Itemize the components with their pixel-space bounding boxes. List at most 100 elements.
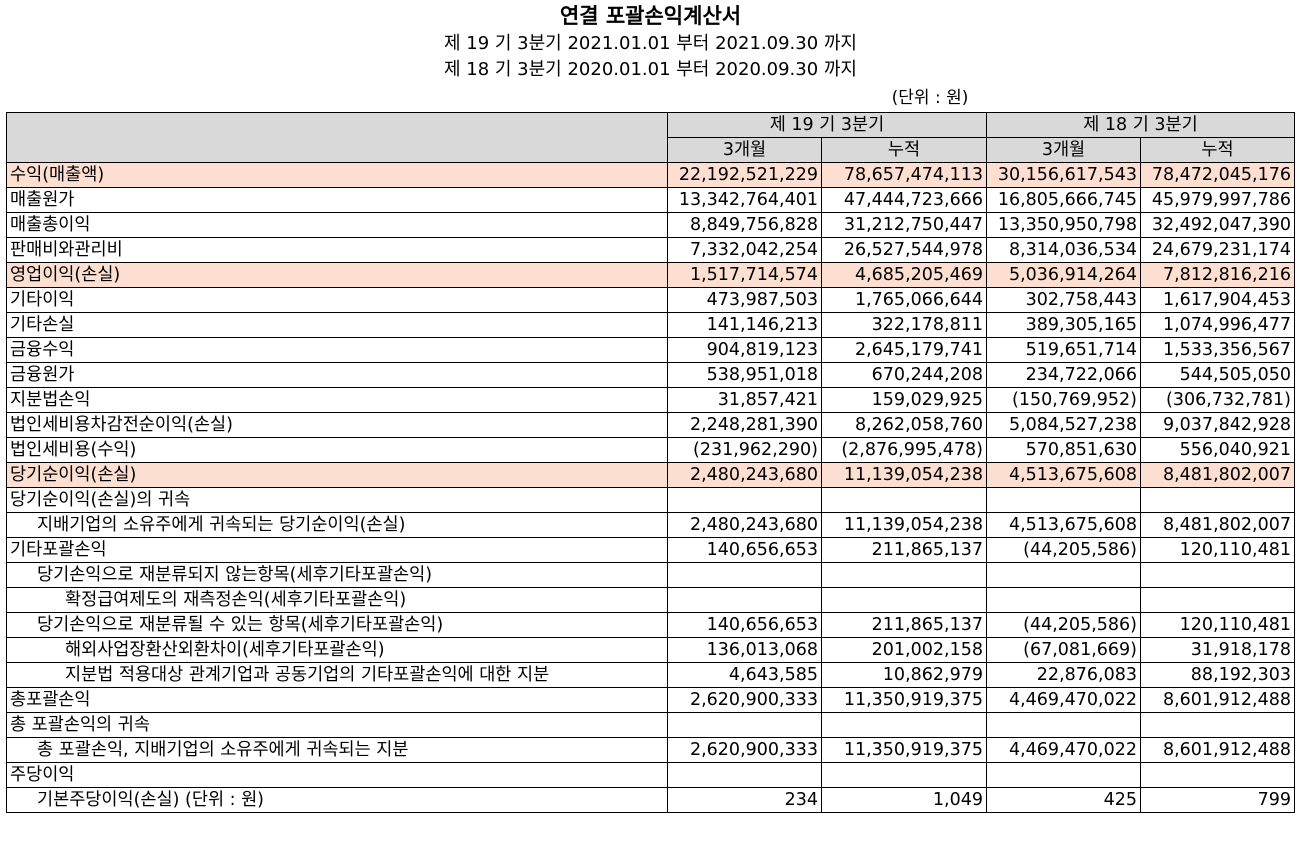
table-row: 기타손실 141,146,213 322,178,811 389,305,165 1,0… [6, 312, 1295, 338]
value-cum-current [821, 712, 987, 738]
value-3m-prior: 570,851,630 [986, 437, 1141, 463]
value-cum-prior: 1,617,904,453 [1140, 287, 1295, 313]
table-row: 매출원가 13,342,764,401 47,444,723,666 16,805,6… [6, 187, 1295, 213]
value-cum-prior: 799 [1140, 787, 1295, 813]
table-row: 당기순이익(손실) 2,480,243,680 11,139,054,238 4,51… [6, 462, 1295, 488]
row-label: 기타이익 [6, 287, 668, 313]
value-3m-prior [986, 762, 1141, 788]
value-cum-current: 26,527,544,978 [821, 237, 987, 263]
value-cum-prior: 8,481,802,007 [1140, 512, 1295, 538]
value-cum-current: 11,139,054,238 [821, 512, 987, 538]
row-label: 당기손익으로 재분류되지 않는항목(세후기타포괄손익) [6, 562, 668, 588]
value-3m-prior: 8,314,036,534 [986, 237, 1141, 263]
header-3m-prior: 3개월 [986, 137, 1141, 163]
table-row: 확정급여제도의 재측정손익(세후기타포괄손익) [6, 587, 1295, 613]
value-cum-prior: 24,679,231,174 [1140, 237, 1295, 263]
value-cum-current: 211,865,137 [821, 612, 987, 638]
value-3m-prior: (67,081,669) [986, 637, 1141, 663]
table-row: 영업이익(손실) 1,517,714,574 4,685,205,469 5,036,… [6, 262, 1295, 288]
row-label: 지분법 적용대상 관계기업과 공동기업의 기타포괄손익에 대한 지분 [6, 662, 668, 688]
row-label: 매출원가 [6, 187, 668, 213]
table-row: 총 포괄손익의 귀속 [6, 712, 1295, 738]
table-row: 당기손익으로 재분류되지 않는항목(세후기타포괄손익) [6, 562, 1295, 588]
value-3m-prior [986, 587, 1141, 613]
value-cum-prior: 45,979,997,786 [1140, 187, 1295, 213]
statement-title: 연결 포괄손익계산서 [559, 4, 742, 28]
value-3m-prior: 4,513,675,608 [986, 512, 1141, 538]
value-3m-prior: 13,350,950,798 [986, 212, 1141, 238]
table-row: 금융수익 904,819,123 2,645,179,741 519,651,714 1… [6, 337, 1295, 363]
period-current: 제 19 기 3분기 2021.01.01 부터 2021.09.30 까지 [443, 33, 857, 54]
value-3m-current: 7,332,042,254 [667, 237, 822, 263]
value-3m-current: 31,857,421 [667, 387, 822, 413]
value-cum-current: 8,262,058,760 [821, 412, 987, 438]
value-cum-current: 1,765,066,644 [821, 287, 987, 313]
row-label: 총포괄손익 [6, 687, 668, 713]
value-cum-current: 78,657,474,113 [821, 162, 987, 188]
value-3m-prior: 519,651,714 [986, 337, 1141, 363]
value-3m-prior: 302,758,443 [986, 287, 1141, 313]
value-cum-prior: 78,472,045,176 [1140, 162, 1295, 188]
value-cum-prior [1140, 712, 1295, 738]
value-cum-prior: 1,533,356,567 [1140, 337, 1295, 363]
value-3m-current: 2,248,281,390 [667, 412, 822, 438]
table-row: 지분법 적용대상 관계기업과 공동기업의 기타포괄손익에 대한 지분 4,643,… [6, 662, 1295, 688]
value-3m-prior: (44,205,586) [986, 537, 1141, 563]
row-label: 법인세비용(수익) [6, 437, 668, 463]
unit-label: (단위 : 원) [891, 88, 969, 108]
value-3m-current [667, 562, 822, 588]
value-3m-prior: 234,722,066 [986, 362, 1141, 388]
value-cum-prior: 88,192,303 [1140, 662, 1295, 688]
value-3m-current: 13,342,764,401 [667, 187, 822, 213]
value-3m-current: 8,849,756,828 [667, 212, 822, 238]
value-3m-prior: 4,469,470,022 [986, 737, 1141, 763]
value-cum-current: 201,002,158 [821, 637, 987, 663]
table-row: 지배기업의 소유주에게 귀속되는 당기순이익(손실) 2,480,243,680 1… [6, 512, 1295, 538]
table-row: 당기손익으로 재분류될 수 있는 항목(세후기타포괄손익) 140,656,653… [6, 612, 1295, 638]
header-3m-current: 3개월 [667, 137, 822, 163]
period-prior: 제 18 기 3분기 2020.01.01 부터 2020.09.30 까지 [443, 59, 857, 80]
value-3m-current: 140,656,653 [667, 612, 822, 638]
value-3m-prior: 389,305,165 [986, 312, 1141, 338]
value-3m-prior: 5,084,527,238 [986, 412, 1141, 438]
table-row: 금융원가 538,951,018 670,244,208 234,722,066 544… [6, 362, 1295, 388]
value-3m-current [667, 487, 822, 513]
value-cum-current: 31,212,750,447 [821, 212, 987, 238]
value-3m-current: 2,480,243,680 [667, 462, 822, 488]
value-cum-current: 4,685,205,469 [821, 262, 987, 288]
value-cum-current: 10,862,979 [821, 662, 987, 688]
value-3m-current [667, 762, 822, 788]
row-label: 당기손익으로 재분류될 수 있는 항목(세후기타포괄손익) [6, 612, 668, 638]
table-row: 해외사업장환산외환차이(세후기타포괄손익) 136,013,068 201,002,… [6, 637, 1295, 663]
value-cum-prior: 31,918,178 [1140, 637, 1295, 663]
row-label: 금융원가 [6, 362, 668, 388]
value-3m-prior [986, 712, 1141, 738]
value-3m-prior: 425 [986, 787, 1141, 813]
value-cum-current: 11,139,054,238 [821, 462, 987, 488]
value-cum-current: 322,178,811 [821, 312, 987, 338]
row-label: 기타손실 [6, 312, 668, 338]
row-label: 수익(매출액) [6, 162, 668, 188]
row-label: 당기순이익(손실)의 귀속 [6, 487, 668, 513]
table-row: 총 포괄손익, 지배기업의 소유주에게 귀속되는 지분 2,620,900,333… [6, 737, 1295, 763]
table-row: 기본주당이익(손실) (단위 : 원) 234 1,049 425 799 [6, 787, 1295, 813]
value-3m-current: 136,013,068 [667, 637, 822, 663]
row-label: 해외사업장환산외환차이(세후기타포괄손익) [6, 637, 668, 663]
value-3m-prior: 16,805,666,745 [986, 187, 1141, 213]
table-row: 법인세비용(수익) (231,962,290) (2,876,995,478) 570… [6, 437, 1295, 463]
header-prior-period: 제 18 기 3분기 [986, 112, 1295, 138]
value-3m-current [667, 587, 822, 613]
value-cum-current: 1,049 [821, 787, 987, 813]
value-3m-current: 2,480,243,680 [667, 512, 822, 538]
value-3m-current: 1,517,714,574 [667, 262, 822, 288]
table-row: 매출총이익 8,849,756,828 31,212,750,447 13,350,9… [6, 212, 1295, 238]
row-label: 확정급여제도의 재측정손익(세후기타포괄손익) [6, 587, 668, 613]
header-cum-prior: 누적 [1140, 137, 1295, 163]
value-3m-current: 140,656,653 [667, 537, 822, 563]
value-cum-current: 670,244,208 [821, 362, 987, 388]
value-3m-prior: 4,469,470,022 [986, 687, 1141, 713]
value-3m-prior: 4,513,675,608 [986, 462, 1141, 488]
value-cum-prior: 556,040,921 [1140, 437, 1295, 463]
value-cum-prior: 544,505,050 [1140, 362, 1295, 388]
value-3m-current: 4,643,585 [667, 662, 822, 688]
